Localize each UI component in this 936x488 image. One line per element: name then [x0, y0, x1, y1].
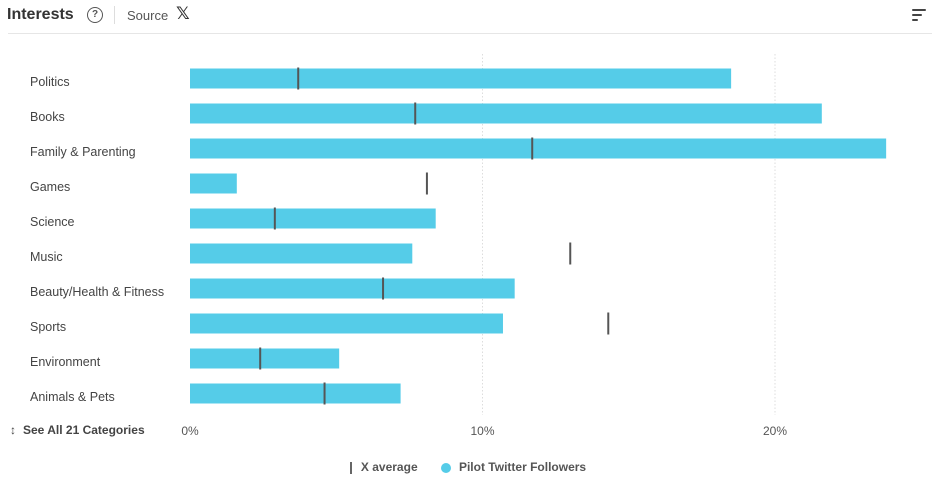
chart-legend: X average Pilot Twitter Followers	[0, 459, 936, 479]
followers-bar	[190, 383, 401, 404]
followers-bar	[190, 208, 436, 229]
followers-bar	[190, 313, 503, 334]
x-tick-label: 20%	[763, 424, 787, 438]
category-label: Games	[30, 180, 70, 194]
x-logo-icon: 𝕏	[176, 4, 190, 23]
category-label: Politics	[30, 75, 70, 89]
followers-bar	[190, 348, 340, 369]
help-icon[interactable]: ?	[87, 7, 103, 23]
expand-vertical-icon: ↕	[10, 423, 16, 437]
x-tick-label: 10%	[470, 424, 494, 438]
x-tick-label: 0%	[181, 424, 199, 438]
followers-bar	[190, 173, 237, 194]
category-label: Environment	[30, 355, 101, 369]
legend-item-x-average[interactable]: X average	[349, 459, 418, 474]
category-label: Family & Parenting	[30, 145, 136, 159]
source-label: Source	[127, 8, 169, 23]
legend-label-x-average: X average	[360, 459, 418, 474]
average-marker-swatch	[349, 461, 352, 474]
category-label: Science	[30, 215, 75, 229]
widget-title: Interests	[7, 6, 74, 23]
category-label: Books	[30, 110, 65, 124]
sort-icon[interactable]	[912, 9, 926, 21]
followers-bar	[190, 243, 413, 264]
header-divider-line	[8, 33, 932, 34]
legend-item-followers[interactable]: Pilot Twitter Followers	[440, 459, 587, 474]
widget-header: Interests ? Source 𝕏	[0, 0, 936, 34]
interests-bar-chart: 0% 10% 20% Politics Books Family & Parenting G…	[30, 54, 887, 438]
see-all-categories-button[interactable]: ↕ See All 21 Categories	[10, 423, 145, 437]
followers-bar	[190, 68, 732, 89]
followers-bar	[190, 103, 822, 124]
followers-bar	[190, 278, 515, 299]
category-label: Sports	[30, 320, 66, 334]
category-label: Animals & Pets	[30, 390, 115, 404]
see-all-label: See All 21 Categories	[23, 423, 145, 437]
followers-bar	[190, 138, 887, 159]
category-label: Beauty/Health & Fitness	[30, 285, 164, 299]
category-label: Music	[30, 250, 63, 264]
followers-swatch	[440, 462, 451, 473]
legend-label-followers: Pilot Twitter Followers	[458, 459, 587, 474]
header-divider	[114, 6, 115, 24]
